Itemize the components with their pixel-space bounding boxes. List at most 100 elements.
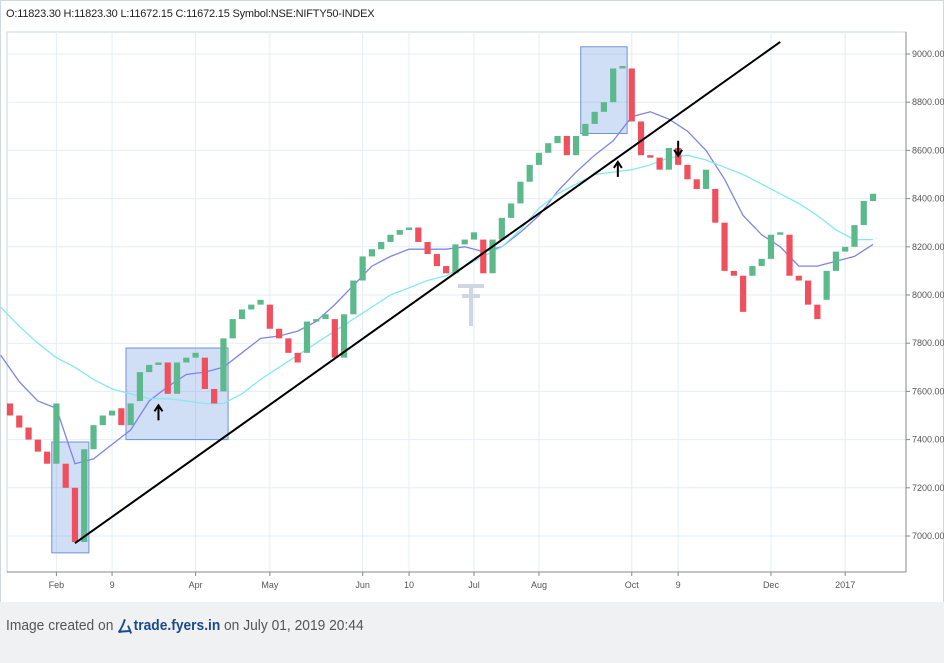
renko-brick-up <box>591 111 598 124</box>
renko-brick-up <box>452 244 459 274</box>
renko-brick-up <box>842 246 849 252</box>
renko-brick-down <box>44 451 51 464</box>
renko-brick-down <box>118 408 125 426</box>
x-tick-label: Feb <box>49 580 65 590</box>
renko-brick-down <box>71 487 79 543</box>
renko-brick-up <box>823 270 830 300</box>
arrow-head <box>673 149 683 158</box>
renko-brick-up <box>619 66 626 69</box>
renko-brick-down <box>16 415 23 428</box>
renko-chart[interactable]: 7000.00 7200.00 7400.00 7600.00 7800.00 8000.… <box>0 0 944 602</box>
renko-brick-down <box>712 188 719 223</box>
moving-average-slow <box>0 154 873 405</box>
fyers-watermark <box>458 284 484 326</box>
renko-brick-down <box>6 403 14 416</box>
renko-brick-up <box>378 241 385 250</box>
renko-bricks <box>6 66 877 543</box>
y-tick-label: 8200.00 <box>912 242 944 252</box>
renko-brick-up <box>220 338 227 392</box>
moving-average-fast <box>0 111 874 465</box>
renko-brick-down <box>786 234 793 276</box>
renko-brick-up <box>554 135 561 144</box>
ohlc-readout: O:11823.30 H:11823.30 L:11672.15 C:11672… <box>6 8 375 20</box>
arrow-head <box>153 403 164 412</box>
footer-band <box>0 602 944 663</box>
renko-brick-down <box>795 275 802 281</box>
renko-brick-down <box>443 266 450 274</box>
renko-brick-down <box>656 157 663 170</box>
y-tick-label: 8000.00 <box>912 290 944 300</box>
grid-lines <box>6 31 907 573</box>
x-tick-label: Aug <box>531 580 547 590</box>
renko-brick-down <box>814 304 821 320</box>
arrow-up-icon <box>613 160 623 177</box>
renko-brick-up <box>851 225 858 247</box>
renko-brick-up <box>53 403 60 464</box>
renko-brick-up <box>702 169 710 189</box>
renko-brick-down <box>211 388 218 404</box>
renko-brick-up <box>368 249 376 257</box>
renko-brick-up <box>600 102 608 112</box>
fyers-brand[interactable]: ⼛ trade.fyers.in <box>117 613 220 638</box>
watermark-stem <box>469 284 473 326</box>
renko-brick-up <box>526 164 533 182</box>
renko-brick-down <box>285 338 292 353</box>
renko-brick-down <box>804 280 812 305</box>
renko-brick-up <box>489 239 496 274</box>
renko-brick-up <box>777 232 784 235</box>
renko-brick-down <box>25 427 32 440</box>
renko-brick-down <box>331 319 338 358</box>
renko-brick-up <box>257 299 264 305</box>
moving-averages <box>0 111 874 465</box>
y-tick-label: 7000.00 <box>912 531 944 541</box>
renko-brick-up <box>610 68 617 103</box>
renko-brick-up <box>248 304 255 310</box>
renko-brick-down <box>34 439 41 452</box>
renko-brick-up <box>572 135 580 156</box>
renko-brick-up <box>758 258 765 267</box>
renko-brick-up <box>108 410 116 416</box>
x-tick-label: Oct <box>625 580 640 590</box>
renko-brick-down <box>730 270 737 276</box>
x-tick-label: 9 <box>110 580 115 590</box>
renko-brick-up <box>749 266 756 276</box>
renko-brick-up <box>340 314 348 358</box>
y-tick-label: 9000.00 <box>912 49 944 59</box>
renko-brick-up <box>192 352 199 358</box>
renko-brick-up <box>545 143 552 153</box>
renko-brick-down <box>294 352 301 363</box>
renko-brick-down <box>266 304 273 329</box>
renko-brick-up <box>387 234 394 242</box>
renko-brick-down <box>480 239 487 274</box>
x-tick-label: Apr <box>189 580 203 590</box>
x-tick-label: 9 <box>676 580 681 590</box>
renko-brick-up <box>173 362 181 394</box>
x-tick-label: Jul <box>468 580 480 590</box>
renko-brick-up <box>146 364 153 373</box>
x-tick-label: May <box>261 580 279 590</box>
arrow-up-icon <box>153 403 164 421</box>
renko-brick-down <box>684 164 691 180</box>
renko-brick-up <box>238 309 246 320</box>
renko-brick-down <box>637 121 645 156</box>
renko-brick-up <box>470 232 478 240</box>
trendline-line <box>74 41 781 545</box>
renko-brick-up <box>155 362 162 365</box>
arrow-down-icon <box>673 140 683 158</box>
renko-brick-up <box>90 425 97 450</box>
renko-brick-down <box>62 463 69 488</box>
renko-brick-down <box>721 222 728 271</box>
renko-brick-down <box>276 328 283 339</box>
renko-brick-up <box>136 372 144 402</box>
renko-brick-up <box>665 147 672 170</box>
renko-brick-up <box>517 181 524 204</box>
y-tick-label: 8600.00 <box>912 145 944 155</box>
renko-brick-down <box>433 254 440 267</box>
renko-brick-down <box>424 241 431 255</box>
renko-brick-up <box>229 319 236 339</box>
renko-brick-up <box>81 449 88 543</box>
renko-brick-up <box>535 152 543 165</box>
renko-brick-up <box>860 201 867 226</box>
renko-brick-down <box>693 179 700 189</box>
x-tick-label: 2017 <box>835 580 855 590</box>
